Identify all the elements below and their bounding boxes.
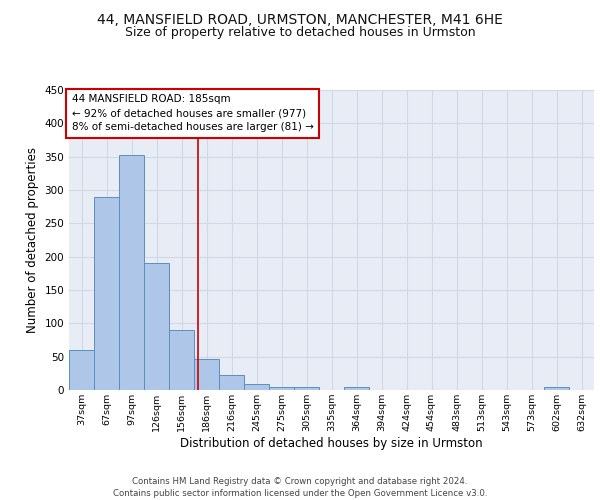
Text: 44 MANSFIELD ROAD: 185sqm
← 92% of detached houses are smaller (977)
8% of semi-: 44 MANSFIELD ROAD: 185sqm ← 92% of detac…	[71, 94, 314, 132]
Bar	[144, 262, 169, 390]
Text: Size of property relative to detached houses in Urmston: Size of property relative to detached ho…	[125, 26, 475, 39]
Bar	[69, 350, 94, 390]
Bar	[244, 384, 269, 390]
Bar	[294, 386, 319, 390]
Bar	[169, 330, 194, 390]
Text: Contains HM Land Registry data © Crown copyright and database right 2024.
Contai: Contains HM Land Registry data © Crown c…	[113, 476, 487, 498]
Bar	[269, 386, 294, 390]
Bar	[219, 376, 244, 390]
Bar	[194, 360, 219, 390]
X-axis label: Distribution of detached houses by size in Urmston: Distribution of detached houses by size …	[180, 437, 483, 450]
Bar	[119, 154, 144, 390]
Text: 44, MANSFIELD ROAD, URMSTON, MANCHESTER, M41 6HE: 44, MANSFIELD ROAD, URMSTON, MANCHESTER,…	[97, 12, 503, 26]
Bar	[544, 388, 569, 390]
Bar	[344, 386, 369, 390]
Bar	[94, 196, 119, 390]
Y-axis label: Number of detached properties: Number of detached properties	[26, 147, 39, 333]
